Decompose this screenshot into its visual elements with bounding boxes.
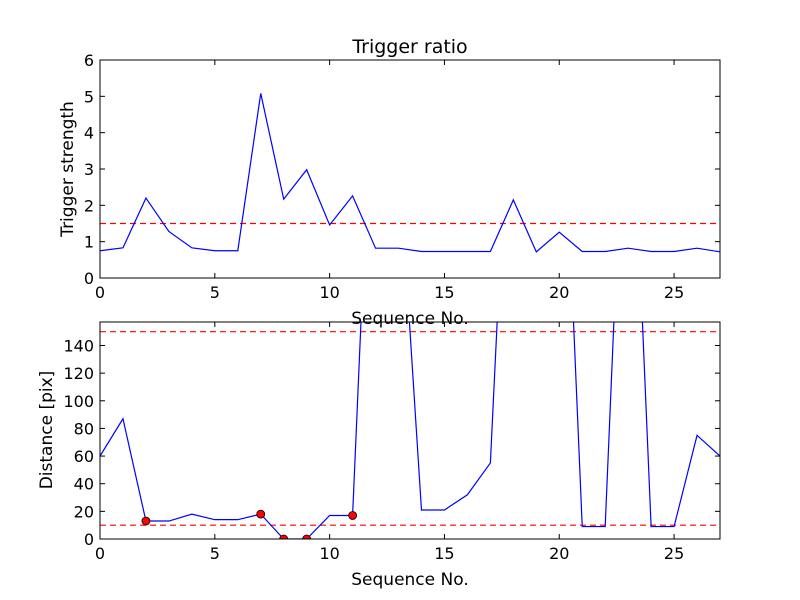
y-tick-label: 0	[84, 530, 94, 549]
x-tick-label: 20	[549, 544, 569, 563]
y-axis-label: Distance [pix]	[37, 371, 57, 490]
x-tick-label: 25	[664, 544, 684, 563]
y-tick-label: 120	[63, 364, 94, 383]
x-tick-label: 20	[549, 283, 569, 302]
distance-plot-area	[100, 322, 720, 539]
y-tick-label: 6	[84, 51, 94, 70]
data-point-marker	[141, 516, 151, 526]
x-tick-label: 25	[664, 283, 684, 302]
trigger-plot-area	[100, 93, 720, 253]
y-axis-label: Trigger strength	[58, 101, 78, 238]
y-tick-label: 80	[74, 419, 94, 438]
y-tick-label: 100	[63, 392, 94, 411]
x-tick-label: 0	[95, 283, 105, 302]
x-tick-label: 15	[434, 283, 454, 302]
x-axis-label: Sequence No.	[351, 570, 468, 590]
trigger-axes-frame	[99, 59, 721, 279]
y-tick-label: 60	[74, 447, 94, 466]
y-tick-label: 3	[84, 160, 94, 179]
y-tick-label: 1	[84, 233, 94, 252]
distance-chart: 0 5 10 15 20 25 0 20 40 60 80 100 120 140 Sequence No…	[37, 321, 721, 590]
y-tick-label: 4	[84, 124, 94, 143]
x-axis-label: Sequence No.	[351, 309, 468, 329]
series-line	[100, 322, 720, 539]
data-point-marker	[348, 511, 357, 520]
chart-title: Trigger ratio	[351, 36, 467, 58]
y-tick-label: 20	[74, 502, 94, 521]
y-tick-label: 2	[84, 196, 94, 215]
series-line	[100, 93, 720, 253]
data-point-marker	[279, 534, 289, 539]
data-point-marker	[256, 509, 266, 519]
y-tick-label: 5	[84, 87, 94, 106]
y-tick-label: 0	[84, 269, 94, 288]
distance-ticks: 0 5 10 15 20 25 0 20 40 60 80 100 120 140	[63, 322, 720, 563]
data-point-marker	[302, 534, 312, 539]
x-tick-label: 15	[434, 544, 454, 563]
x-tick-label: 5	[210, 544, 220, 563]
y-tick-label: 140	[63, 336, 94, 355]
x-tick-label: 10	[319, 544, 339, 563]
y-tick-label: 40	[74, 475, 94, 494]
x-tick-label: 10	[319, 283, 339, 302]
trigger-ratio-chart: Trigger ratio 0 5 10 15 20 25 0 1 2 3 4 5 6 Sequence…	[58, 36, 721, 329]
trigger-ticks: 0 5 10 15 20 25 0 1 2 3 4 5 6	[84, 51, 720, 302]
distance-axes-frame	[99, 321, 721, 540]
x-tick-label: 5	[210, 283, 220, 302]
x-tick-label: 0	[95, 544, 105, 563]
